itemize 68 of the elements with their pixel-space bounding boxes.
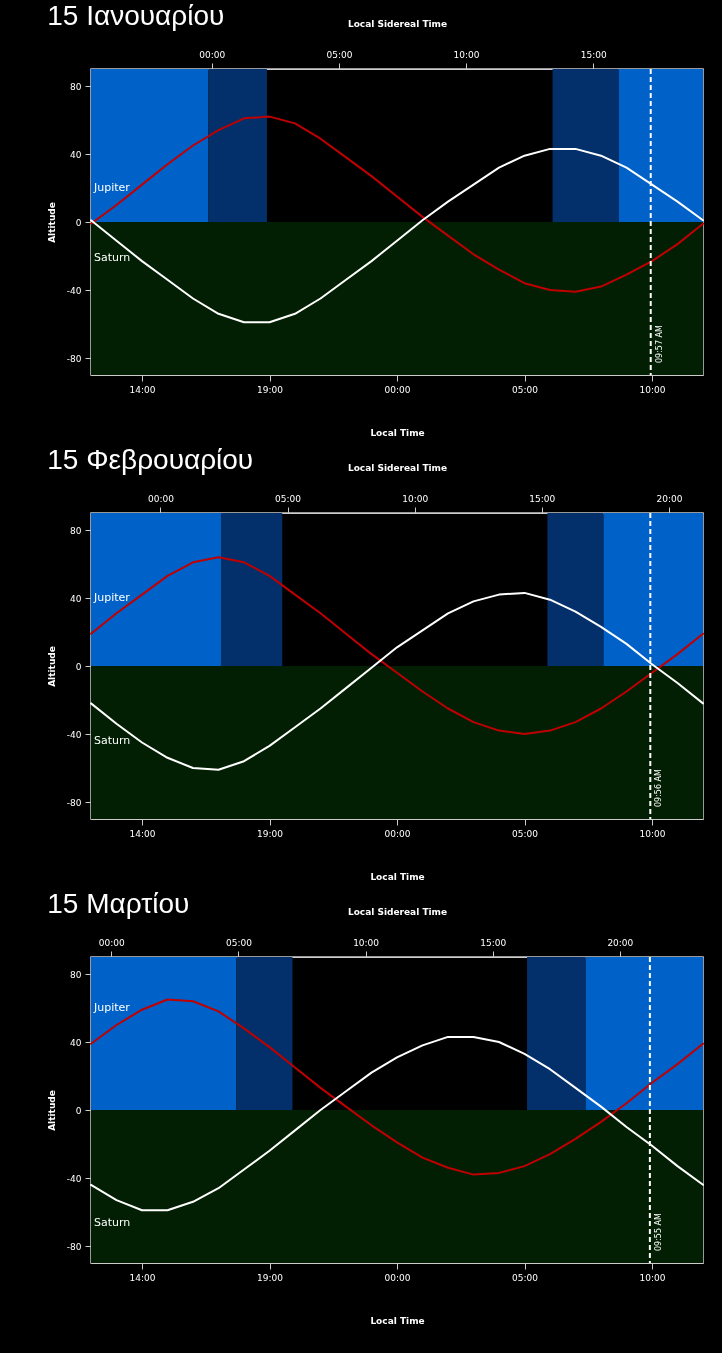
y-tick-label: 0 bbox=[75, 661, 82, 672]
y-tick-label: 40 bbox=[70, 593, 82, 604]
x-tick-label: 10:00 bbox=[639, 828, 666, 839]
y-tick-label: 0 bbox=[75, 1105, 82, 1116]
x2-tick-label: 10:00 bbox=[353, 937, 380, 948]
x-tick-label: 00:00 bbox=[384, 384, 411, 395]
x2-axis-title: Local Sidereal Time bbox=[347, 906, 448, 917]
x-tick-label: 14:00 bbox=[129, 828, 156, 839]
series-label: Saturn bbox=[94, 251, 131, 265]
y-tick-label: -80 bbox=[66, 353, 82, 364]
x2-tick-label: 20:00 bbox=[607, 937, 634, 948]
y-tick-label: -40 bbox=[66, 1173, 82, 1184]
x2-tick-label: 00:00 bbox=[98, 937, 126, 948]
x-axis-title: Local Time bbox=[370, 871, 425, 882]
x2-axis-title: Local Sidereal Time bbox=[347, 462, 448, 473]
x-axis-title: Local Time bbox=[370, 1315, 425, 1326]
ref-line-label: 09:56 AM bbox=[654, 768, 664, 807]
x2-tick-label: 10:00 bbox=[402, 493, 429, 504]
series-label: Saturn bbox=[94, 734, 131, 748]
y-tick-label: 0 bbox=[75, 217, 82, 228]
y-tick-label: -40 bbox=[66, 285, 82, 296]
x-axis-title: Local Time bbox=[370, 427, 425, 438]
series-label: Jupiter bbox=[93, 180, 131, 194]
x2-tick-label: 15:00 bbox=[580, 49, 607, 60]
x2-tick-label: 10:00 bbox=[453, 49, 480, 60]
x2-tick-label: 20:00 bbox=[656, 493, 683, 504]
y-axis-title: Altitude bbox=[46, 202, 57, 243]
y-tick-label: -80 bbox=[66, 797, 82, 808]
x2-tick-label: 15:00 bbox=[529, 493, 556, 504]
series-label: Jupiter bbox=[93, 1000, 131, 1014]
x2-tick-label: 05:00 bbox=[326, 49, 353, 60]
line-series bbox=[90, 556, 704, 735]
y-axis-title: Altitude bbox=[46, 646, 57, 687]
x-tick-label: 19:00 bbox=[257, 384, 284, 395]
x2-tick-label: 05:00 bbox=[226, 937, 253, 948]
ref-line-label: 09:57 AM bbox=[654, 324, 664, 363]
x-tick-label: 10:00 bbox=[639, 384, 666, 395]
line-series bbox=[90, 115, 704, 293]
series-label: Saturn bbox=[94, 1215, 131, 1229]
y-tick-label: 80 bbox=[70, 969, 82, 980]
x-tick-label: 19:00 bbox=[257, 1272, 284, 1283]
x-tick-label: 05:00 bbox=[512, 384, 539, 395]
x-tick-label: 10:00 bbox=[639, 1272, 666, 1283]
chart-title: 15 Μαρτίου bbox=[47, 888, 190, 919]
x-tick-label: 05:00 bbox=[512, 828, 539, 839]
y-tick-label: -80 bbox=[66, 1241, 82, 1252]
x-tick-label: 14:00 bbox=[129, 1272, 156, 1283]
y-tick-label: 80 bbox=[70, 525, 82, 536]
x-tick-label: 05:00 bbox=[512, 1272, 539, 1283]
y-tick-label: 40 bbox=[70, 1037, 82, 1048]
x2-tick-label: 00:00 bbox=[147, 493, 175, 504]
y-tick-label: 80 bbox=[70, 81, 82, 92]
y-axis-title: Altitude bbox=[46, 1090, 57, 1131]
y-tick-label: 40 bbox=[70, 149, 82, 160]
x-tick-label: 00:00 bbox=[384, 828, 411, 839]
x2-tick-label: 05:00 bbox=[275, 493, 302, 504]
x2-tick-label: 15:00 bbox=[480, 937, 507, 948]
x2-tick-label: 00:00 bbox=[199, 49, 226, 60]
x-tick-label: 00:00 bbox=[384, 1272, 411, 1283]
x2-axis-title: Local Sidereal Time bbox=[347, 18, 448, 29]
line-series bbox=[90, 998, 704, 1176]
chart-title: 15 Ιανουαρίου bbox=[47, 0, 225, 31]
y-tick-label: -40 bbox=[66, 729, 82, 740]
x-tick-label: 19:00 bbox=[257, 828, 284, 839]
ref-line-label: 09:55 AM bbox=[653, 1212, 663, 1251]
x-tick-label: 14:00 bbox=[129, 384, 156, 395]
series-label: Jupiter bbox=[93, 590, 131, 604]
chart-title: 15 Φεβρουαρίου bbox=[47, 444, 254, 475]
